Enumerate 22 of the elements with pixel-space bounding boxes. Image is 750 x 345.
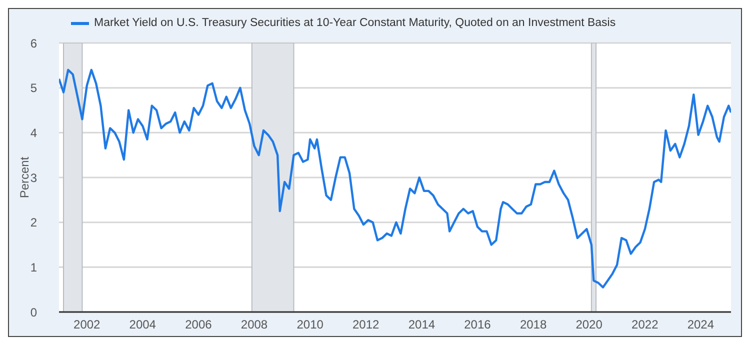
y-axis-title: Percent <box>17 156 32 198</box>
x-tick-label: 2008 <box>240 318 268 332</box>
y-tick-label: 2 <box>30 216 38 230</box>
y-tick-label: 0 <box>30 305 38 320</box>
y-tick-label: 1 <box>30 260 38 274</box>
x-tick-label: 2004 <box>129 318 156 332</box>
y-tick-label: 5 <box>30 81 38 96</box>
line-series <box>59 68 731 288</box>
x-tick-label: 2012 <box>352 318 380 332</box>
x-tick-label: 2014 <box>408 318 436 332</box>
y-tick-label: 3 <box>30 170 38 185</box>
x-tick-label: 2020 <box>576 318 603 332</box>
x-tick-label: 2022 <box>632 318 659 332</box>
y-tick-label: 4 <box>30 126 38 140</box>
x-tick-label: 2010 <box>296 318 324 332</box>
x-tick-label: 2018 <box>520 318 547 332</box>
x-tick-label: 2016 <box>464 318 492 332</box>
x-tick-label: 2006 <box>185 318 212 332</box>
y-tick-label: 6 <box>30 36 38 50</box>
legend-label: Market Yield on U.S. Treasury Securities at 10-Year Constant Maturity, Quoted on an Investment Basis <box>94 17 616 29</box>
x-tick-label: 2002 <box>74 318 101 332</box>
x-tick-label: 2024 <box>687 318 714 332</box>
